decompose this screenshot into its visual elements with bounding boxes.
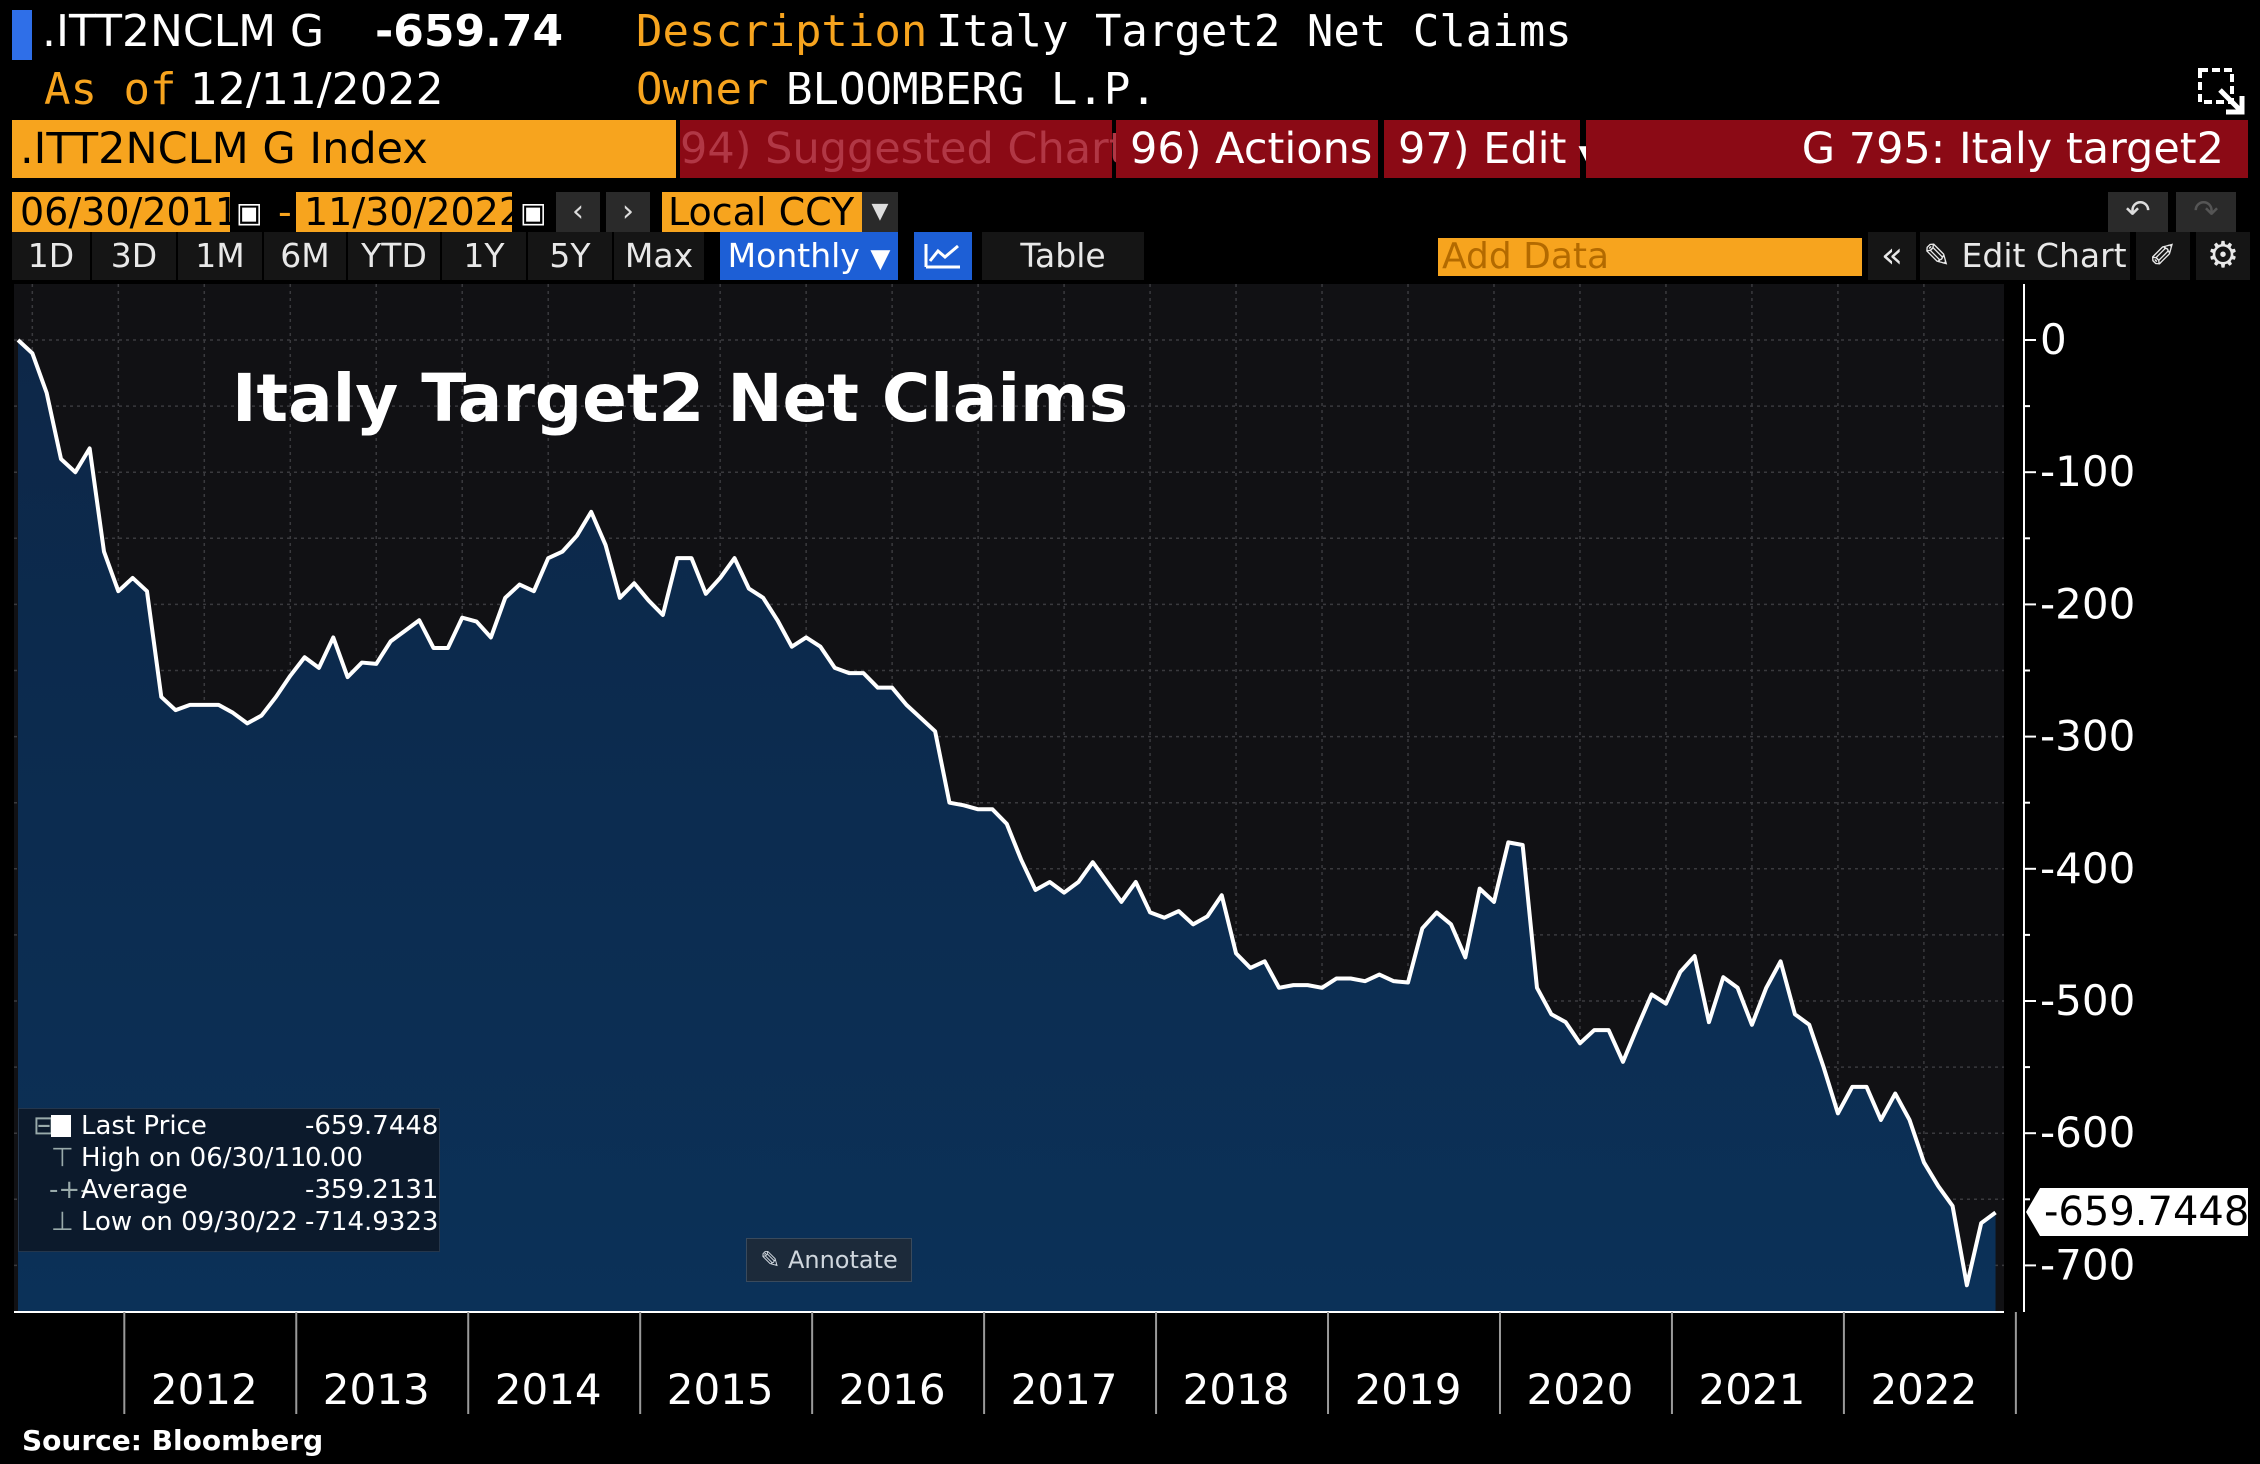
period-button-3d[interactable]: 3D (92, 232, 176, 280)
period-button-max[interactable]: Max (614, 232, 704, 280)
last-price-swatch (51, 1115, 71, 1137)
edit-menu[interactable]: 97) Edit▼ (1384, 120, 1598, 178)
pencil-icon: ✎ (760, 1246, 781, 1274)
average-label: Average (81, 1175, 188, 1205)
pencil-icon: ✎ (1923, 236, 1952, 275)
previous-period-button[interactable]: ‹ (556, 192, 600, 232)
average-value: -359.2131 (305, 1175, 439, 1205)
next-period-button[interactable]: › (606, 192, 650, 232)
last-price-value: -659.7448 (305, 1111, 439, 1141)
collapse-icon[interactable]: ⊟ (33, 1111, 55, 1141)
period-button-6m[interactable]: 6M (264, 232, 346, 280)
table-button[interactable]: Table (982, 232, 1144, 280)
y-tick-label: -700 (2040, 1240, 2135, 1289)
edit-label: 97) Edit (1398, 124, 1567, 174)
last-value-tag-text: -659.7448 (2044, 1189, 2250, 1235)
x-tick-label: 2021 (1698, 1365, 1805, 1414)
chart-id: G 795: Italy target2 (1586, 120, 2248, 178)
source-note: Source: Bloomberg (22, 1424, 324, 1457)
add-data-input[interactable]: Add Data (1438, 238, 1862, 276)
y-tick-label: 0 (2040, 315, 2067, 364)
as-of-date: 12/11/2022 (190, 64, 444, 115)
x-tick-label: 2019 (1355, 1365, 1462, 1414)
edit-chart-button[interactable]: ✎ Edit Chart (1920, 232, 2130, 280)
x-tick-label: 2017 (1011, 1365, 1118, 1414)
y-tick-label: -600 (2040, 1108, 2135, 1157)
y-tick-label: -500 (2040, 976, 2135, 1025)
ticker: .ITT2NCLM G (42, 6, 325, 57)
security-field[interactable]: .ITT2NCLM G Index (12, 120, 676, 178)
last-value-tag: -659.7448 (2026, 1188, 2250, 1236)
owner: BLOOMBERG L.P. (786, 64, 1157, 115)
as-of-label: As of (44, 64, 177, 115)
x-tick-label: 2018 (1183, 1365, 1290, 1414)
x-tick-label: 2013 (323, 1365, 430, 1414)
owner-label: Owner (636, 64, 769, 115)
description: Italy Target2 Net Claims (936, 6, 1572, 57)
annotate-label: Annotate (787, 1246, 898, 1274)
undo-icon[interactable]: ↶ (2108, 192, 2168, 232)
end-date-input[interactable]: 11/30/2022 (296, 192, 523, 232)
period-button-1m[interactable]: 1M (178, 232, 262, 280)
suggested-charts-button[interactable]: 94) Suggested Charts (680, 120, 1148, 178)
y-tick-label: -300 (2040, 712, 2135, 761)
high-label: High on 06/30/11 (81, 1143, 307, 1173)
period-button-ytd[interactable]: YTD (348, 232, 440, 280)
currency-select[interactable]: Local CCY (662, 192, 862, 232)
ticker-marker (12, 10, 32, 60)
period-button-1d[interactable]: 1D (12, 232, 90, 280)
period-button-1y[interactable]: 1Y (442, 232, 526, 280)
calendar-icon[interactable]: ▣ (520, 196, 547, 229)
x-tick-label: 2020 (1527, 1365, 1634, 1414)
popout-icon[interactable] (2196, 66, 2248, 122)
low-label: Low on 09/30/22 (81, 1207, 298, 1237)
low-marker-icon: ⊥ (51, 1207, 74, 1237)
chevron-down-icon: ▼ (870, 244, 891, 274)
redo-icon[interactable]: ↷ (2176, 192, 2236, 232)
high-marker-icon: ⊤ (51, 1143, 74, 1173)
chevron-down-icon[interactable]: ▼ (862, 192, 898, 232)
collapse-icon[interactable]: « (1868, 232, 1916, 280)
description-label: Description (636, 6, 928, 57)
last-value: -659.74 (375, 6, 564, 57)
line-chart-icon[interactable] (914, 232, 972, 280)
frequency-select[interactable]: Monthly ▼ (720, 232, 898, 280)
last-price-label: Last Price (81, 1111, 207, 1141)
annotate-button[interactable]: ✎ Annotate (746, 1238, 912, 1282)
low-value: -714.9323 (305, 1207, 439, 1237)
chart-title: Italy Target2 Net Claims (232, 360, 1129, 437)
actions-label: 96) Actions (1130, 124, 1373, 174)
y-tick-label: -100 (2040, 447, 2135, 496)
draw-icon[interactable]: ✐ (2136, 232, 2190, 280)
legend-box: ⊟ Last Price -659.7448 ⊤ High on 06/30/1… (18, 1108, 440, 1252)
date-separator: - (278, 190, 292, 234)
x-tick-label: 2016 (839, 1365, 946, 1414)
period-button-5y[interactable]: 5Y (528, 232, 612, 280)
x-tick-label: 2014 (495, 1365, 602, 1414)
edit-chart-label: Edit Chart (1961, 236, 2127, 275)
y-tick-label: -400 (2040, 844, 2135, 893)
frequency-label: Monthly (727, 236, 860, 275)
x-tick-label: 2012 (151, 1365, 258, 1414)
gear-icon[interactable]: ⚙ (2196, 232, 2250, 280)
x-tick-label: 2022 (1870, 1365, 1977, 1414)
average-marker-icon: -+- (49, 1175, 90, 1205)
x-tick-label: 2015 (667, 1365, 774, 1414)
y-tick-label: -200 (2040, 579, 2135, 628)
high-value: 0.00 (305, 1143, 363, 1173)
actions-menu[interactable]: 96) Actions▼ (1116, 120, 1404, 178)
calendar-icon[interactable]: ▣ (236, 196, 263, 229)
start-date-input[interactable]: 06/30/2011 (12, 192, 239, 232)
series-line (16, 338, 1997, 1288)
